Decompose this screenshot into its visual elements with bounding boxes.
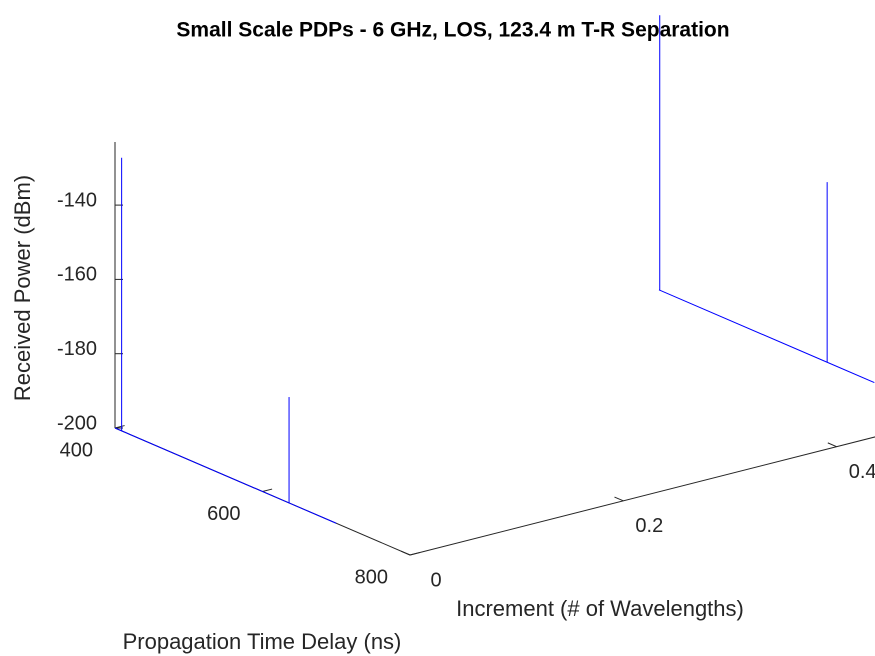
- x-axis-label: Increment (# of Wavelengths): [456, 596, 744, 621]
- x-axis: [409, 436, 875, 556]
- z-tick-label: -200: [57, 412, 97, 434]
- z-tick-label: -180: [57, 338, 97, 360]
- trace-baseline: [114, 427, 337, 524]
- chart-title: Small Scale PDPs - 6 GHz, LOS, 123.4 m T…: [176, 19, 729, 42]
- z-tick-label: -160: [57, 264, 97, 286]
- z-axis-label: Received Power (dBm): [10, 175, 35, 401]
- y-tick: [409, 552, 420, 556]
- x-tick: [400, 550, 411, 556]
- x-tick: [827, 442, 837, 448]
- y-tick: [262, 488, 273, 492]
- x-tick-label: 0.2: [635, 515, 663, 537]
- x-tick-label: 0.4: [849, 461, 875, 483]
- y-tick-label: 400: [60, 439, 93, 461]
- trace-baseline: [658, 289, 875, 384]
- x-tick: [614, 496, 624, 502]
- y-tick-label: 600: [207, 503, 240, 525]
- z-tick-label: -140: [57, 189, 97, 211]
- x-tick-label: 0: [430, 569, 441, 591]
- y-tick-label: 800: [355, 566, 388, 588]
- y-axis-label: Propagation Time Delay (ns): [123, 629, 402, 654]
